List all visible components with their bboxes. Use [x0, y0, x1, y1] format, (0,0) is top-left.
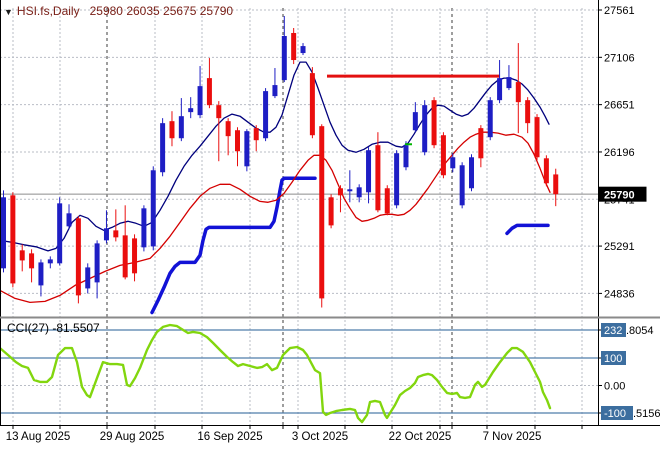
- support-step-line: [150, 176, 317, 315]
- candle-body: [300, 46, 306, 54]
- candle-body: [1, 197, 6, 269]
- candle-body: [57, 203, 63, 264]
- candle-body: [384, 188, 390, 214]
- candle-body: [66, 213, 72, 227]
- candle-body: [253, 128, 259, 141]
- price-tick-label: 26651: [604, 100, 635, 112]
- candle-body: [197, 86, 203, 116]
- candle-body: [216, 105, 222, 119]
- candle-body: [169, 121, 175, 139]
- candle-body: [487, 100, 493, 138]
- candle-body: [422, 105, 428, 153]
- candle-body: [178, 116, 184, 139]
- price-tick-label: 26196: [604, 147, 635, 159]
- chart-title: ▼ HSI.fs,Daily 25980 26035 25675 25790: [4, 4, 233, 18]
- candle-body: [85, 267, 91, 289]
- candle-body: [225, 121, 231, 137]
- cci-curve: [0, 323, 552, 424]
- price-tick-label: 27106: [604, 52, 635, 64]
- date-label: 16 Sep 2025: [197, 431, 262, 443]
- cci-level-badge: [601, 351, 626, 365]
- candle-body: [235, 130, 240, 152]
- candle-body: [525, 100, 531, 124]
- slow-ma-line: [0, 131, 551, 304]
- candle-body: [29, 253, 35, 269]
- date-label: 29 Aug 2025: [100, 431, 165, 443]
- support-step-line: [505, 223, 550, 236]
- candle-body: [515, 82, 521, 103]
- cci-scale-label: 0.00: [604, 381, 625, 393]
- current-price-badge-label: 25790: [604, 190, 635, 202]
- current-price-badge: [598, 186, 647, 202]
- indicator-label: CCI(27) -81.5507: [7, 321, 100, 335]
- candle-body: [244, 131, 250, 167]
- price-tick-label: 27561: [604, 5, 635, 17]
- symbol-dropdown-icon[interactable]: ▼: [4, 7, 13, 17]
- price-tick-label: 24836: [604, 288, 635, 300]
- candle-body: [132, 238, 138, 274]
- candle-body: [506, 77, 512, 89]
- indicator-value: -81.5507: [52, 321, 100, 335]
- candle-body: [122, 235, 128, 278]
- candle-body: [10, 195, 16, 284]
- candle-body: [206, 78, 212, 106]
- candle-body: [160, 123, 166, 173]
- candle-body: [375, 145, 381, 211]
- candle-body: [366, 150, 372, 193]
- candle-body: [103, 228, 109, 241]
- candle-body: [337, 188, 343, 196]
- indicator-name: CCI(27): [7, 321, 50, 335]
- candle-body: [319, 126, 325, 299]
- candle-body: [412, 112, 418, 131]
- candle-body: [440, 135, 446, 176]
- date-label: 22 Oct 2025: [389, 431, 452, 443]
- candle-body: [469, 157, 474, 189]
- candle-body: [47, 259, 53, 264]
- candle-body: [263, 91, 269, 139]
- candle-body: [281, 36, 287, 81]
- cci-scale-label: .8054: [626, 325, 654, 337]
- candle-body: [328, 197, 334, 226]
- candle-body: [356, 187, 362, 198]
- ohlc-readout: 25980 26035 25675 25790: [89, 4, 234, 18]
- cci-level-badge-label: 100: [604, 353, 622, 365]
- candle-body: [403, 145, 409, 168]
- candle-body: [431, 100, 437, 146]
- candle-body: [291, 32, 297, 61]
- cci-scale-label: .5156: [633, 408, 660, 420]
- date-label: 13 Aug 2025: [6, 431, 71, 443]
- candle-body: [38, 262, 44, 286]
- candle-body: [113, 230, 119, 238]
- candle-body: [459, 165, 465, 206]
- symbol-timeframe-label: HSI.fs,Daily: [16, 4, 80, 18]
- candle-body: [394, 153, 400, 206]
- price-tick-label: 25291: [604, 241, 635, 253]
- cci-level-badge-label: 232: [604, 325, 622, 337]
- candle-body: [188, 108, 194, 113]
- candle-body: [272, 85, 278, 97]
- candle-body: [534, 117, 540, 158]
- cci-level-badge-label: -100: [604, 408, 626, 420]
- date-label: 3 Oct 2025: [292, 431, 348, 443]
- candle-body: [553, 174, 559, 195]
- candle-body: [497, 78, 503, 101]
- candle-body: [309, 73, 315, 136]
- candle-body: [478, 128, 484, 159]
- date-label: 7 Nov 2025: [483, 431, 542, 443]
- candle-body: [75, 218, 81, 296]
- candle-body: [94, 243, 100, 283]
- cci-level-badge: [601, 406, 633, 420]
- candle-body: [347, 189, 353, 192]
- fast-ma-line: [0, 61, 550, 252]
- candle-body: [141, 208, 147, 248]
- candle-body: [19, 250, 25, 261]
- candle-body: [150, 170, 156, 247]
- candle-body: [543, 158, 549, 184]
- cci-level-badge: [601, 323, 626, 338]
- candle-body: [450, 157, 456, 169]
